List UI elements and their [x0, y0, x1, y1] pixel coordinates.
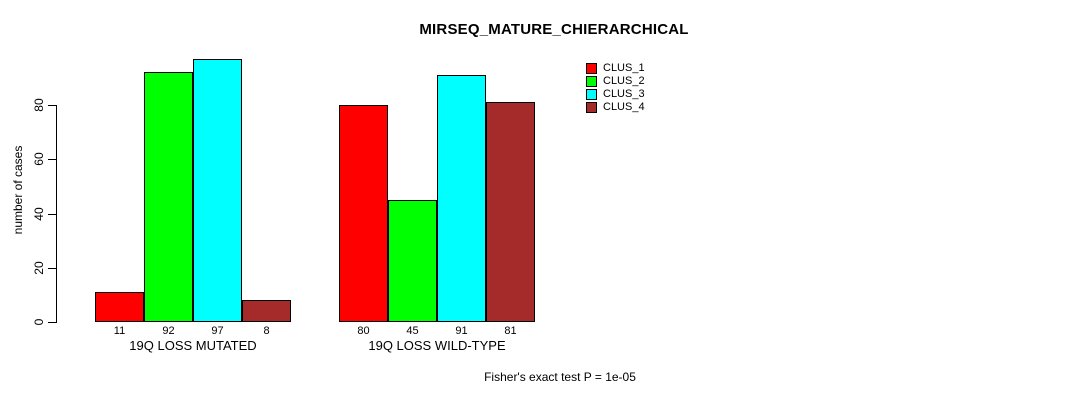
- y-axis-line: [56, 105, 57, 323]
- legend: CLUS_1 CLUS_2 CLUS_3 CLUS_4: [586, 62, 645, 114]
- group-label: 19Q LOSS WILD-TYPE: [368, 338, 506, 353]
- bar-clus_4-group1: [242, 300, 291, 322]
- legend-item: CLUS_1: [586, 62, 645, 75]
- legend-swatch-clus_3: [586, 89, 597, 100]
- bar-clus_3-group2: [437, 75, 486, 322]
- legend-item: CLUS_4: [586, 101, 645, 114]
- y-axis-label: number of cases: [11, 145, 25, 235]
- y-tick-label: 80: [32, 98, 46, 112]
- bar-value-label: 11: [113, 325, 126, 337]
- legend-label: CLUS_4: [603, 101, 645, 113]
- bar-value-label: 91: [455, 325, 468, 337]
- group-label: 19Q LOSS MUTATED: [129, 338, 257, 353]
- y-tick: [48, 105, 56, 106]
- bar-value-label: 97: [211, 325, 224, 337]
- bar-clus_1-group2: [339, 105, 388, 322]
- legend-item: CLUS_3: [586, 88, 645, 101]
- bar-clus_2-group2: [388, 199, 437, 322]
- y-tick-label: 20: [32, 261, 46, 275]
- y-tick-label: 0: [32, 318, 46, 326]
- y-tick: [48, 322, 56, 323]
- bar-value-label: 8: [263, 325, 270, 337]
- bar-value-label: 92: [162, 325, 175, 337]
- bar-value-label: 81: [504, 325, 517, 337]
- legend-label: CLUS_2: [603, 75, 645, 87]
- chart-title: MIRSEQ_MATURE_CHIERARCHICAL: [419, 21, 689, 38]
- bar-clus_2-group1: [144, 72, 193, 322]
- y-tick-label: 40: [32, 206, 46, 221]
- y-tick: [48, 267, 56, 269]
- bar-value-label: 80: [357, 325, 370, 337]
- y-tick-label: 60: [32, 152, 46, 166]
- bar-clus_4-group2: [486, 102, 535, 322]
- bar-value-label: 45: [406, 325, 419, 337]
- legend-item: CLUS_2: [586, 75, 645, 88]
- footer-annotation: Fisher's exact test P = 1e-05: [484, 370, 636, 384]
- y-tick: [48, 159, 56, 161]
- y-tick: [48, 213, 56, 215]
- bar-clus_1-group1: [95, 292, 144, 322]
- bar-clus_3-group1: [193, 58, 242, 322]
- legend-swatch-clus_2: [586, 76, 597, 87]
- legend-swatch-clus_4: [586, 102, 597, 113]
- legend-label: CLUS_1: [603, 62, 645, 74]
- legend-label: CLUS_3: [603, 88, 645, 100]
- legend-swatch-clus_1: [586, 63, 597, 74]
